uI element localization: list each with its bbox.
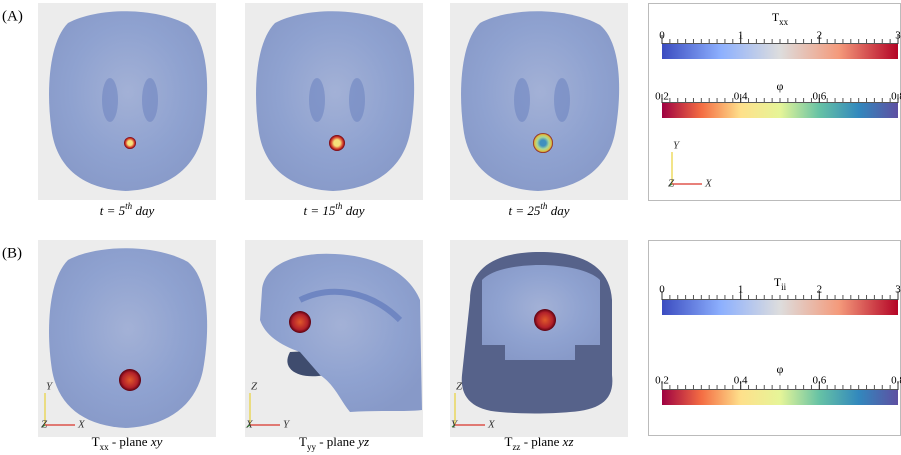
text-part: t = 5 xyxy=(100,203,126,218)
axis-label: Z xyxy=(251,381,258,393)
caption: Txx - plane xy xyxy=(92,434,163,452)
tick-label: 0.8 xyxy=(891,91,901,103)
colorbar xyxy=(662,44,898,59)
caption: Tzz - plane xz xyxy=(504,434,573,452)
plane: xz xyxy=(562,434,574,449)
text-part: day xyxy=(342,203,364,218)
texture xyxy=(102,78,570,122)
colorbar-title: φ xyxy=(777,362,784,376)
text-part: T xyxy=(504,434,512,449)
caption: t = 15th day xyxy=(304,201,365,218)
tick-label: 0.2 xyxy=(655,375,669,387)
tick-label: 1 xyxy=(738,284,744,296)
colorbar-title: φ xyxy=(777,79,784,93)
panels xyxy=(38,3,901,437)
axis-label: Y xyxy=(451,419,459,431)
text-part: T xyxy=(774,275,782,289)
axis-label: X xyxy=(245,419,254,431)
caption: t = 5th day xyxy=(100,201,155,218)
superscript: th xyxy=(125,201,133,211)
brain-slice xyxy=(461,11,620,191)
tick-label: 0.6 xyxy=(812,91,826,103)
tick-label: 0.4 xyxy=(734,91,748,103)
superscript: th xyxy=(540,201,548,211)
plane: yz xyxy=(356,434,369,449)
axis-arrow xyxy=(41,424,46,428)
tick-label: 2 xyxy=(817,284,823,296)
text-part: - plane xyxy=(520,434,562,449)
brain-slice xyxy=(49,11,208,191)
subscript: ii xyxy=(781,282,787,292)
tick-label: 0.6 xyxy=(812,375,826,387)
axis-arrow xyxy=(668,183,673,187)
subscript: zz xyxy=(512,442,520,452)
axis-label: X xyxy=(704,178,713,190)
text-part: T xyxy=(772,10,780,24)
text-part: φ xyxy=(777,79,784,93)
tick-label: 0.2 xyxy=(655,91,669,103)
text-part: t = 25 xyxy=(509,203,541,218)
axis-arrow xyxy=(246,424,251,428)
tumor xyxy=(124,137,136,149)
text-part: - plane xyxy=(316,434,358,449)
text-part: t = 15 xyxy=(304,203,336,218)
colorbar xyxy=(662,300,898,315)
axis-label: Z xyxy=(41,419,48,431)
subscript: yy xyxy=(307,442,317,452)
colorbar-title: Tii xyxy=(774,275,787,292)
colorbar xyxy=(662,103,898,118)
tumor xyxy=(329,135,345,151)
tick-label: 3 xyxy=(895,30,901,42)
axis-label: Z xyxy=(456,381,463,393)
brain-slice xyxy=(256,11,415,191)
tick-label: 0.8 xyxy=(891,375,901,387)
colorbar xyxy=(662,390,898,405)
superscript: th xyxy=(335,201,343,211)
plane: xy xyxy=(150,434,163,449)
colorbar-title: Txx xyxy=(772,10,789,27)
tumor xyxy=(119,369,141,391)
tumor xyxy=(289,311,311,333)
tumor xyxy=(534,309,556,331)
axis-label: Y xyxy=(283,419,291,431)
legend-box xyxy=(648,240,901,436)
axis-label: Z xyxy=(668,178,675,190)
axis-label: X xyxy=(77,419,86,431)
text-part: day xyxy=(132,203,154,218)
caption: Tyy - plane yz xyxy=(299,434,369,452)
text-part: T xyxy=(299,434,307,449)
axis-label: X xyxy=(487,419,496,431)
panel-label: (A) xyxy=(2,8,23,24)
caption: t = 25th day xyxy=(509,201,570,218)
axis-label: Y xyxy=(673,140,681,152)
subscript: xx xyxy=(100,442,110,452)
tumor xyxy=(533,133,553,153)
tick-label: 1 xyxy=(738,30,744,42)
axis-arrow xyxy=(451,424,456,428)
tick-label: 0.4 xyxy=(734,375,748,387)
text-part: φ xyxy=(777,362,784,376)
text-part: T xyxy=(92,434,100,449)
text-part: - plane xyxy=(109,434,151,449)
tick-label: 0 xyxy=(659,284,665,296)
brain-slice xyxy=(260,253,422,412)
texture xyxy=(298,288,403,323)
axis-label: Y xyxy=(46,381,54,393)
tick-label: 3 xyxy=(895,284,901,296)
tick-label: 0 xyxy=(659,30,665,42)
brain-slice xyxy=(49,248,208,428)
tick-label: 2 xyxy=(817,30,823,42)
text-part: day xyxy=(547,203,569,218)
subscript: xx xyxy=(779,17,789,27)
panel-label: (B) xyxy=(2,245,22,261)
